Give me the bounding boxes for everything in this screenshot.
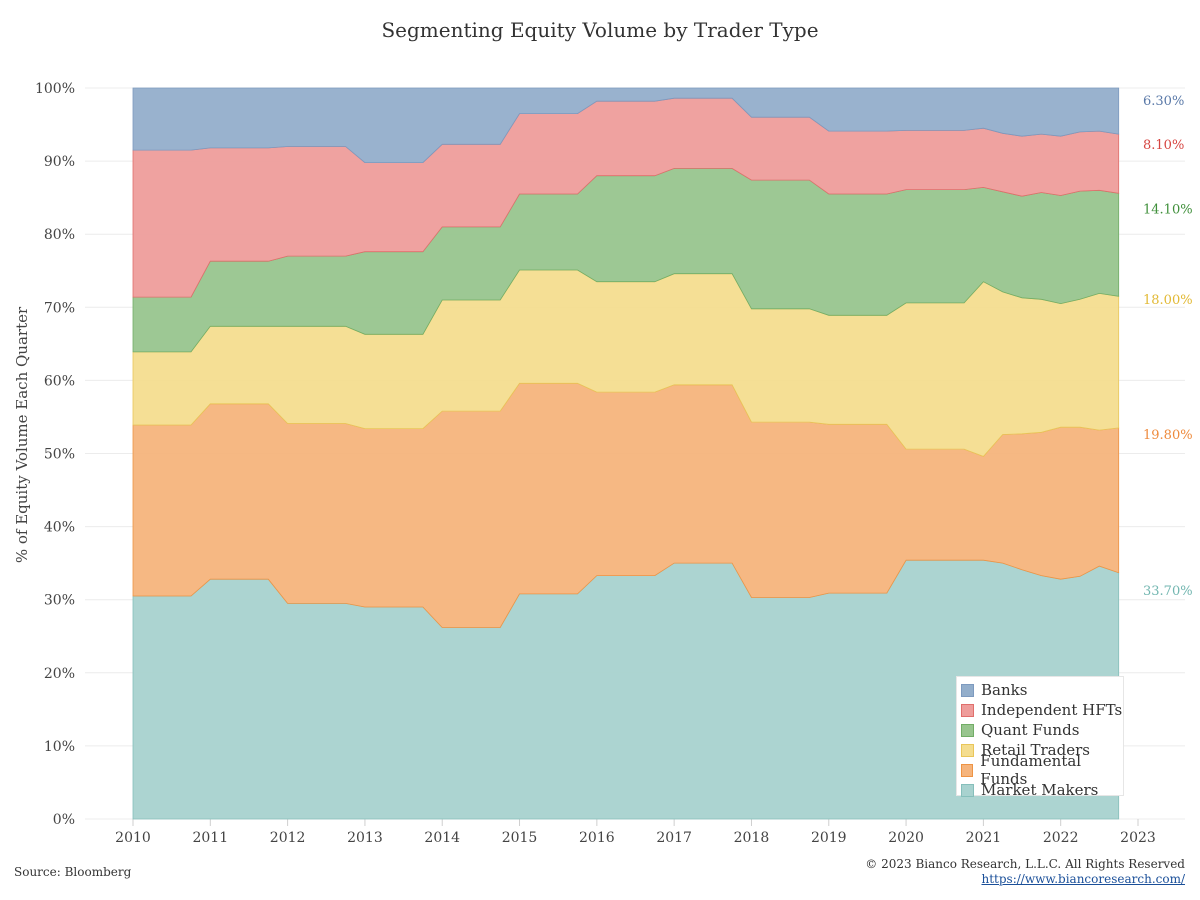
x-tick-label: 2018 [734, 830, 770, 846]
y-tick-label: 40% [44, 520, 75, 536]
x-tick-label: 2011 [192, 830, 228, 846]
x-tick-label: 2023 [1120, 830, 1156, 846]
legend-item-fundamental-funds: Fundamental Funds [957, 752, 1123, 788]
legend-swatch [961, 723, 974, 737]
x-tick-label: 2016 [579, 830, 615, 846]
end-value-labels: 6.30% 8.10% 14.10% 18.00% 19.80% 33.70% [1143, 94, 1193, 599]
legend: Banks Independent HFTs Quant Funds Retai… [956, 676, 1124, 799]
area-series [132, 87, 1120, 820]
legend-item-quant-funds: Quant Funds [957, 720, 1123, 740]
legend-label: Banks [981, 681, 1028, 699]
y-tick-label: 20% [44, 666, 75, 682]
legend-label: Market Makers [981, 781, 1099, 799]
legend-swatch [961, 683, 974, 697]
end-label-quant-funds: 14.10% [1143, 202, 1193, 217]
legend-label: Retail Traders [981, 741, 1090, 759]
legend-item-independent-hfts: Independent HFTs [957, 700, 1123, 720]
end-label-market-makers: 33.70% [1143, 584, 1193, 599]
y-axis-ticks: 0% 10% 20% 30% 40% 50% 60% 70% 80% 90% 100% [35, 81, 75, 828]
legend-item-banks: Banks [957, 680, 1123, 700]
legend-swatch [961, 763, 974, 777]
legend-swatch [961, 743, 974, 757]
y-tick-label: 100% [35, 81, 75, 97]
x-tick-label: 2010 [115, 830, 151, 846]
website-link[interactable]: https://www.biancoresearch.com/ [981, 872, 1185, 886]
legend-item-retail-traders: Retail Traders [957, 740, 1123, 760]
y-tick-label: 80% [44, 227, 75, 243]
legend-label: Fundamental Funds [980, 752, 1082, 788]
legend-label: Independent HFTs [981, 701, 1123, 719]
x-axis-ticks: 2010 2011 2012 2013 2014 2015 2016 2017 2018 2019… [115, 830, 1156, 846]
source-note: Source: Bloomberg [14, 865, 132, 879]
end-label-fundamental-funds: 19.80% [1143, 428, 1193, 443]
y-tick-label: 0% [53, 812, 75, 828]
end-label-independent-hfts: 8.10% [1143, 138, 1184, 153]
y-tick-label: 10% [44, 739, 75, 755]
legend-swatch [961, 783, 974, 797]
y-tick-label: 50% [44, 447, 75, 463]
x-tick-label: 2017 [656, 830, 692, 846]
legend-swatch [961, 703, 974, 717]
x-tick-label: 2014 [424, 830, 460, 846]
y-tick-label: 30% [44, 593, 75, 609]
y-tick-label: 90% [44, 154, 75, 170]
copyright-note: © 2023 Bianco Research, L.L.C. All Right… [865, 857, 1185, 871]
x-tick-label: 2022 [1043, 830, 1079, 846]
x-tick-label: 2012 [270, 830, 306, 846]
legend-item-market-makers: Market Makers [957, 780, 1123, 800]
area-banks [132, 87, 1120, 163]
chart-title: Segmenting Equity Volume by Trader Type [381, 18, 819, 42]
end-label-banks: 6.30% [1143, 94, 1184, 109]
end-label-retail-traders: 18.00% [1143, 293, 1193, 308]
x-tick-label: 2015 [502, 830, 538, 846]
x-tick-label: 2021 [966, 830, 1002, 846]
x-tick-label: 2019 [811, 830, 847, 846]
y-tick-label: 60% [44, 373, 75, 389]
x-tick-label: 2020 [888, 830, 924, 846]
legend-label: Quant Funds [981, 721, 1080, 739]
y-tick-label: 70% [44, 300, 75, 316]
x-tick-label: 2013 [347, 830, 383, 846]
